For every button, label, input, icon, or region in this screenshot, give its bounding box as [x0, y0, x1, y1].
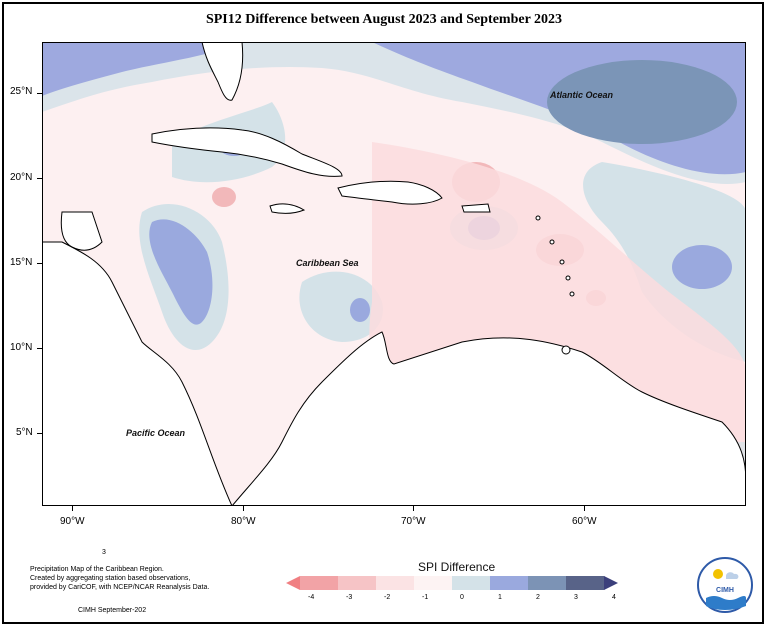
legend-tick-label: 2 — [536, 594, 540, 601]
legend-tick-label: -1 — [422, 594, 429, 601]
lon-label-70: 70°W — [401, 516, 426, 527]
legend-swatch — [414, 576, 453, 590]
lesser-antilles-2 — [549, 239, 555, 245]
atlantic-dark-blob — [547, 60, 737, 144]
lon-tick-80 — [243, 506, 244, 511]
lon-label-90: 90°W — [60, 516, 85, 527]
caption-line-1: Precipitation Map of the Caribbean Regio… — [30, 566, 164, 573]
map-title: SPI12 Difference between August 2023 and… — [205, 12, 563, 27]
florida — [201, 42, 244, 101]
colombia-lightblue — [299, 271, 383, 342]
lat-tick-15 — [37, 263, 42, 264]
lat-label-10: 10°N — [10, 342, 33, 353]
legend-swatch — [490, 576, 529, 590]
colombia-blue-blob — [350, 298, 370, 322]
lesser-antilles-1 — [535, 215, 541, 221]
logo-cloud-icon — [726, 572, 739, 579]
lat-label-15: 15°N — [10, 257, 33, 268]
lat-tick-20 — [37, 178, 42, 179]
caption-credit: CIMH September-202 — [78, 607, 147, 614]
cuba — [151, 127, 343, 177]
jamaica — [269, 203, 306, 214]
legend-arrow-low — [286, 576, 300, 590]
legend-swatch — [452, 576, 491, 590]
lon-label-60: 60°W — [572, 516, 597, 527]
caribbean-sea-label: Caribbean Sea — [296, 258, 359, 268]
caption-marker: 3 — [102, 549, 106, 556]
trinidad — [561, 345, 571, 355]
lon-tick-60 — [584, 506, 585, 511]
lat-label-5: 5°N — [16, 427, 33, 438]
lat-tick-5 — [37, 433, 42, 434]
cimh-logo: CIMH — [697, 557, 753, 613]
legend-tick-label: 4 — [612, 594, 616, 601]
central-america — [42, 241, 746, 506]
logo-waves-icon — [706, 596, 746, 610]
logo-sun-icon — [713, 569, 723, 579]
caption-line-3: provided by CariCOF, with NCEP/NCAR Rean… — [30, 584, 210, 591]
logo-text: CIMH — [716, 587, 734, 594]
legend-tick-label: 3 — [574, 594, 578, 601]
jamaica-pink-blob — [212, 187, 236, 207]
legend-tick-label: -2 — [384, 594, 391, 601]
legend-tick-label: 1 — [498, 594, 502, 601]
lon-tick-90 — [72, 506, 73, 511]
legend-swatch — [566, 576, 605, 590]
map-border — [42, 42, 746, 506]
legend-swatch — [338, 576, 377, 590]
honduras-blue — [149, 219, 213, 325]
puerto-rico — [461, 203, 491, 213]
east-lightblue — [583, 162, 746, 362]
legend-tick-label: -4 — [308, 594, 315, 601]
lon-label-80: 80°W — [231, 516, 256, 527]
lat-tick-10 — [37, 348, 42, 349]
lat-tick-25 — [37, 93, 42, 94]
legend-colorbar — [286, 576, 618, 590]
east-blue-blob — [672, 245, 732, 289]
yucatan — [60, 211, 103, 251]
lesser-antilles-3 — [559, 259, 565, 265]
hispaniola — [337, 180, 443, 205]
legend-title: SPI Difference — [418, 560, 496, 574]
caption-line-2: Created by aggregating station based obs… — [30, 575, 191, 582]
spi-map: Atlantic Ocean Caribbean Sea Pacific Oce… — [42, 42, 746, 506]
lat-label-25: 25°N — [10, 86, 33, 97]
land — [42, 42, 746, 506]
legend-tick-label: 0 — [460, 594, 464, 601]
pacific-ocean-label: Pacific Ocean — [126, 428, 186, 438]
northwest-blue — [42, 42, 242, 96]
legend-swatch — [376, 576, 415, 590]
lon-tick-70 — [413, 506, 414, 511]
atlantic-ocean-label: Atlantic Ocean — [549, 90, 614, 100]
legend-arrow-high — [604, 576, 618, 590]
lesser-antilles-5 — [569, 291, 575, 297]
legend-swatch — [528, 576, 567, 590]
legend-swatch — [300, 576, 339, 590]
lat-label-20: 20°N — [10, 172, 33, 183]
legend-tick-label: -3 — [346, 594, 353, 601]
lesser-antilles-4 — [565, 275, 571, 281]
